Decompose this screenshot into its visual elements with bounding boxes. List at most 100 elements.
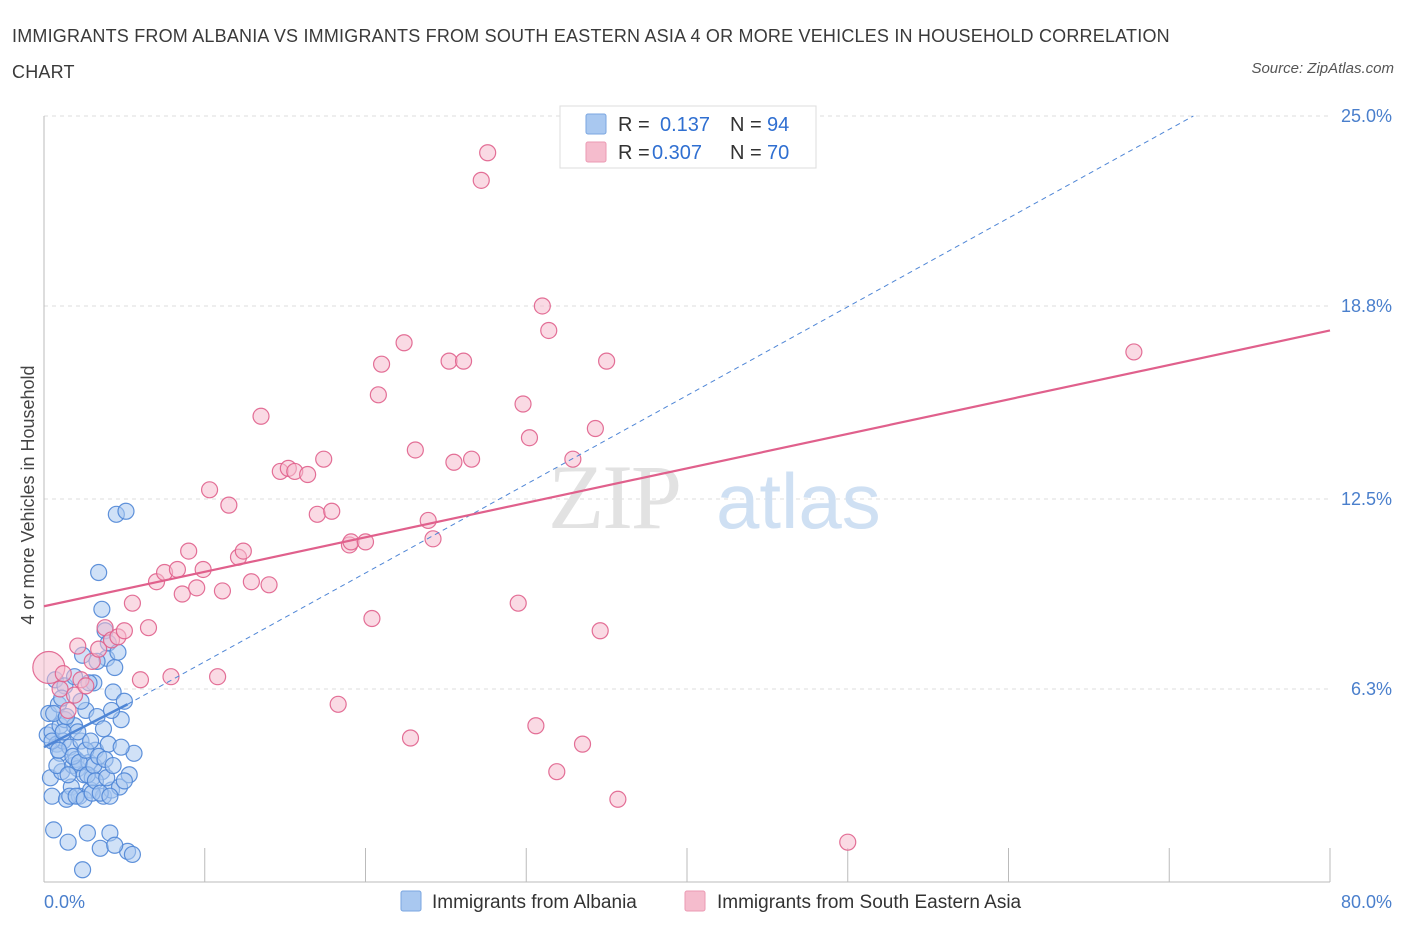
point-sea	[59, 701, 77, 720]
legend-label-sea: Immigrants from South Eastern Asia	[717, 892, 1022, 913]
point-albania	[91, 839, 109, 857]
point-sea	[51, 680, 69, 698]
point-sea	[123, 594, 142, 612]
point-sea	[839, 833, 857, 851]
point-sea	[540, 321, 558, 340]
legend: Immigrants from Albania Immigrants from …	[400, 890, 1022, 913]
point-albania	[106, 836, 124, 854]
point-sea	[188, 579, 206, 597]
point-sea	[308, 505, 326, 523]
point-sea	[234, 542, 252, 560]
point-albania	[112, 738, 130, 756]
point-sea	[406, 441, 424, 459]
point-albania	[82, 732, 100, 750]
trend-line-dashed-albania	[127, 115, 1194, 705]
point-sea	[395, 334, 413, 352]
point-sea	[213, 582, 232, 600]
y-tick-label: 6.3%	[1351, 679, 1392, 699]
y-tick-label: 25.0%	[1341, 106, 1392, 126]
point-sea	[173, 585, 191, 603]
chart-title: IMMIGRANTS FROM ALBANIA VS IMMIGRANTS FR…	[12, 26, 1170, 82]
point-albania	[59, 833, 77, 851]
point-sea	[548, 763, 566, 781]
point-albania	[123, 845, 142, 864]
stats-n-value-albania: 94	[767, 114, 789, 136]
point-sea	[139, 619, 158, 637]
point-sea	[242, 573, 260, 591]
x-tick-label-min: 0.0%	[44, 892, 85, 912]
point-sea	[252, 407, 270, 425]
point-sea	[445, 453, 463, 471]
point-sea	[598, 352, 616, 370]
point-sea	[54, 665, 72, 683]
point-sea	[609, 790, 627, 808]
grid-lines	[44, 115, 1330, 690]
point-sea	[462, 450, 481, 468]
point-sea	[363, 609, 381, 628]
legend-swatch-sea	[684, 890, 706, 912]
watermark-atlas: atlas	[716, 457, 881, 545]
stats-r-label-sea: R =	[618, 142, 650, 164]
point-sea	[220, 496, 238, 514]
point-sea	[520, 429, 539, 447]
data-points	[32, 144, 1143, 879]
point-albania	[117, 502, 135, 520]
trend-lines	[43, 115, 1331, 749]
legend-label-albania: Immigrants from Albania	[432, 892, 637, 913]
stats-swatch-sea	[585, 141, 607, 163]
legend-swatch-albania	[400, 890, 422, 912]
point-albania	[101, 787, 119, 805]
point-sea	[168, 560, 187, 579]
y-axis-title: 4 or more Vehicles in Household	[18, 365, 38, 624]
x-tick-label-max: 80.0%	[1341, 892, 1392, 912]
point-albania	[49, 741, 68, 759]
point-sea	[479, 144, 497, 162]
stats-n-value-sea: 70	[767, 142, 789, 164]
point-sea	[533, 297, 551, 315]
y-tick-label: 18.8%	[1341, 296, 1392, 316]
point-sea	[131, 671, 150, 689]
point-albania	[78, 824, 97, 842]
stats-n-label-albania: N =	[730, 114, 762, 136]
y-tick-labels: 6.3% 12.5% 18.8% 25.0%	[1341, 106, 1392, 699]
point-albania	[45, 821, 63, 839]
point-albania	[43, 787, 61, 805]
axes	[43, 116, 1331, 883]
stats-r-value-albania: 0.137	[660, 114, 710, 136]
point-sea	[586, 419, 604, 438]
y-tick-label: 12.5%	[1341, 489, 1392, 509]
stats-r-value-sea: 0.307	[652, 142, 702, 164]
point-sea	[65, 686, 84, 704]
point-albania	[73, 861, 92, 879]
point-sea	[200, 481, 219, 499]
point-sea	[69, 637, 87, 655]
point-sea	[454, 352, 473, 370]
trend-line-sea	[43, 329, 1331, 608]
point-sea	[180, 542, 198, 560]
point-sea	[509, 594, 527, 612]
stats-n-label-sea: N =	[730, 142, 762, 164]
point-sea	[514, 395, 532, 413]
point-sea	[564, 450, 582, 468]
point-albania	[104, 683, 122, 701]
point-sea	[260, 576, 278, 594]
stats-r-label-albania: R =	[618, 114, 650, 136]
watermark: ZIP atlas	[548, 446, 881, 548]
point-albania	[106, 658, 124, 677]
point-sea	[194, 560, 212, 579]
point-sea	[401, 729, 420, 747]
point-albania	[93, 600, 111, 618]
point-sea	[1125, 343, 1143, 361]
point-sea	[472, 171, 490, 189]
trend-line-albania	[43, 703, 129, 749]
source-label: Source: ZipAtlas.com	[1251, 60, 1394, 77]
point-sea	[369, 386, 387, 404]
point-sea	[90, 640, 108, 658]
point-sea	[77, 677, 95, 695]
point-sea	[162, 668, 180, 686]
point-sea	[527, 717, 545, 735]
point-sea	[315, 450, 333, 468]
stats-swatch-albania	[585, 113, 607, 135]
point-albania	[115, 692, 133, 710]
